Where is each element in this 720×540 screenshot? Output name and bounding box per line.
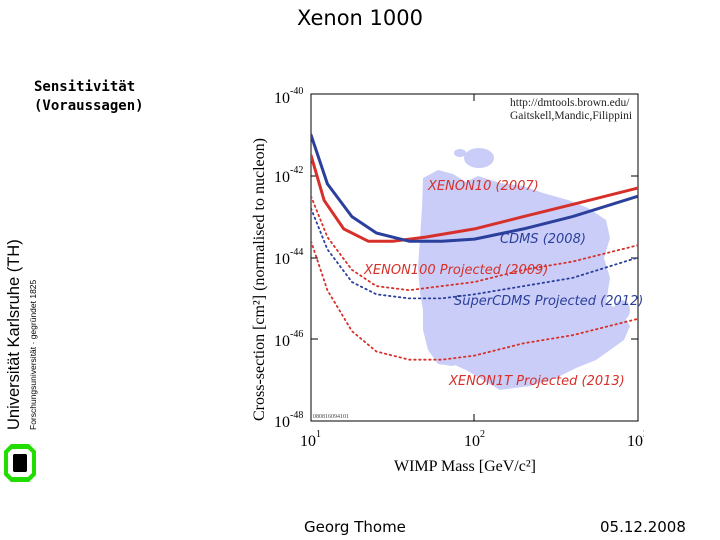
series-layer (311, 133, 638, 361)
y-tick-label-1e-40: 10-40 (274, 86, 303, 107)
series-line-cdms-2008 (311, 133, 638, 243)
subtitle-line-1: Sensitivität (34, 79, 136, 95)
slide-subtitle: Sensitivität (Voraussagen) (34, 78, 144, 116)
slide-title: Xenon 1000 (297, 6, 423, 30)
source-url: http://dmtools.brown.edu/ (510, 97, 630, 109)
y-tick-label-1e-48: 10-48 (274, 410, 303, 431)
university-vertical-text: Universität Karlsruhe (TH) Forschungsuni… (5, 239, 38, 430)
y-tick-label-1e-44: 10-44 (274, 247, 303, 268)
sensitivity-chart: XENON10 (2007) CDMS (2008) XENON100 Proj… (251, 86, 644, 475)
x-axis-label: WIMP Mass [GeV/c²] (394, 458, 536, 475)
series-line-xenon100-projected-2009 (311, 195, 638, 292)
y-tick-label-1e-46: 10-46 (274, 329, 303, 350)
university-tagline: Forschungsuniversität · gegründet 1825 (28, 279, 38, 430)
plot-id: 080816094101 (313, 414, 349, 420)
label-xenon1t: XENON1T Projected (2013) (448, 374, 625, 389)
label-xenon10: XENON10 (2007) (427, 179, 539, 194)
series-line-xenon1t-projected-2013 (311, 240, 638, 361)
university-logo-icon (4, 444, 36, 482)
source-authors: Gaitskell,Mandic,Filippini (510, 110, 632, 122)
x-tick-label-1e3: 103 (627, 429, 644, 450)
footer-author: Georg Thome (304, 518, 406, 536)
series-line-supercdms-projected-2012 (311, 207, 638, 300)
y-axis-label: Cross-section [cm²] (normalised to nucle… (251, 138, 268, 421)
subtitle-line-2: (Voraussagen) (34, 98, 144, 114)
label-cdms: CDMS (2008) (500, 232, 586, 247)
label-supercdms: SuperCDMS Projected (2012) (454, 294, 643, 309)
x-tick-label-1e1: 101 (300, 429, 321, 450)
footer-date: 05.12.2008 (600, 518, 686, 536)
series-line-xenon10-2007 (311, 153, 638, 243)
label-xenon100: XENON100 Projected (2009) (363, 263, 548, 278)
x-tick-label-1e2: 102 (464, 429, 485, 450)
university-name: Universität Karlsruhe (TH) (5, 239, 23, 430)
y-tick-label-1e-42: 10-42 (274, 165, 303, 186)
